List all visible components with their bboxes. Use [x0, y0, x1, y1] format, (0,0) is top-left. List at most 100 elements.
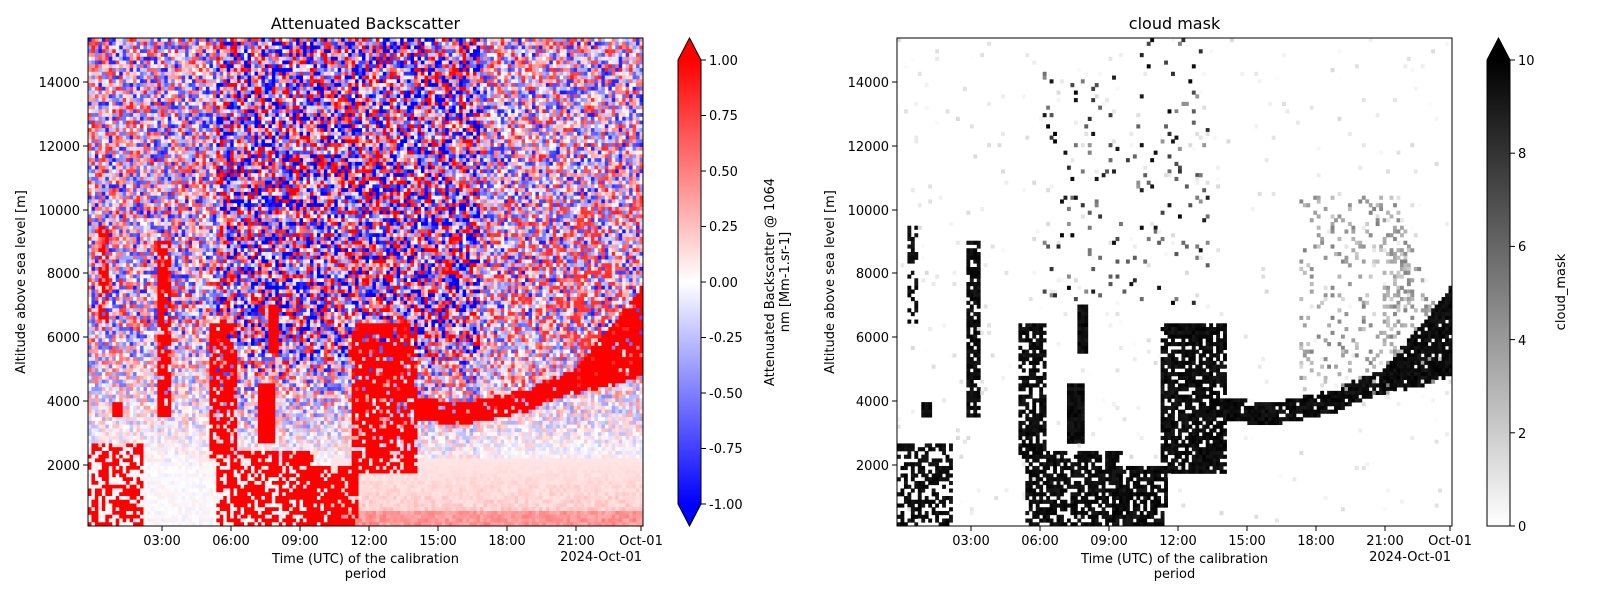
heatmap-cell	[153, 214, 158, 219]
heatmap-cell	[174, 139, 179, 144]
heatmap-cell	[205, 139, 210, 144]
heatmap-cell	[185, 71, 189, 76]
heatmap-cell	[146, 240, 151, 245]
heatmap-cell	[160, 105, 165, 110]
heatmap-cell	[188, 146, 193, 152]
heatmap-cell	[136, 304, 141, 309]
heatmap-cell	[143, 312, 148, 317]
heatmap-cell	[171, 390, 176, 396]
heatmap-cell	[178, 417, 183, 422]
heatmap-cell	[133, 405, 137, 411]
heatmap-cell	[108, 387, 113, 392]
heatmap-cell	[205, 86, 210, 91]
heatmap-cell	[119, 191, 124, 197]
heatmap-cell	[202, 308, 207, 313]
heatmap-cell	[108, 285, 113, 290]
heatmap-cell	[143, 480, 148, 486]
chart-title: Attenuated Backscatter	[271, 14, 461, 33]
heatmap-cell	[160, 274, 165, 279]
heatmap-cell	[164, 289, 169, 294]
heatmap-cell	[94, 450, 99, 456]
heatmap-cell	[140, 499, 144, 504]
heatmap-cell	[115, 424, 120, 429]
heatmap-cell	[126, 86, 131, 91]
heatmap-cell	[105, 368, 110, 373]
heatmap-cell	[146, 180, 151, 185]
heatmap-cell	[136, 79, 141, 84]
heatmap-cell	[195, 244, 200, 249]
heatmap-cell	[178, 251, 183, 257]
heatmap-cell	[112, 210, 117, 215]
heatmap-cell	[185, 191, 189, 197]
heatmap-cell	[143, 90, 148, 95]
heatmap-cell	[143, 368, 148, 373]
heatmap-cell	[212, 480, 217, 486]
heatmap-cell	[171, 68, 176, 73]
heatmap-cell	[129, 477, 134, 482]
heatmap-cell	[164, 368, 169, 373]
heatmap-cell	[188, 413, 193, 418]
heatmap-cell	[119, 282, 124, 287]
heatmap-cell	[171, 357, 176, 362]
heatmap-cell	[115, 128, 120, 133]
heatmap-cell	[101, 402, 106, 407]
heatmap-cell	[199, 450, 203, 456]
heatmap-cell	[91, 514, 96, 519]
heatmap-cell	[108, 390, 113, 396]
heatmap-cell	[212, 244, 217, 249]
heatmap-cell	[209, 368, 214, 373]
heatmap-cell	[91, 375, 96, 380]
heatmap-cell	[136, 191, 141, 197]
heatmap-cell	[174, 266, 179, 272]
heatmap-cell	[94, 409, 99, 414]
heatmap-cell	[178, 405, 183, 411]
heatmap-cell	[216, 244, 221, 249]
heatmap-cell	[199, 518, 203, 523]
heatmap-cell	[91, 420, 96, 426]
heatmap-cell	[146, 161, 151, 167]
heatmap-cell	[185, 379, 189, 384]
heatmap-cell	[192, 131, 196, 136]
heatmap-cell	[219, 68, 224, 73]
heatmap-cell	[136, 379, 141, 384]
heatmap-cell	[94, 120, 99, 125]
heatmap-cell	[174, 94, 179, 99]
heatmap-cell	[94, 139, 99, 144]
heatmap-cell	[108, 342, 113, 347]
heatmap-cell	[133, 195, 137, 200]
heatmap-cell	[91, 387, 96, 392]
heatmap-cell	[178, 75, 183, 80]
heatmap-cell	[205, 236, 210, 242]
heatmap-cell	[94, 244, 99, 249]
heatmap-cell	[192, 56, 196, 61]
heatmap-cell	[195, 191, 200, 197]
heatmap-cell	[212, 176, 217, 182]
heatmap-cell	[153, 199, 158, 204]
heatmap-cell	[136, 94, 141, 99]
heatmap-cell	[122, 507, 127, 512]
heatmap-cell	[112, 206, 117, 212]
heatmap-cell	[174, 251, 179, 257]
heatmap-cell	[188, 94, 193, 99]
heatmap-cell	[105, 203, 110, 208]
heatmap-cell	[199, 270, 203, 275]
heatmap-cell	[133, 188, 137, 193]
heatmap-cell	[119, 364, 124, 369]
heatmap-cell	[219, 105, 224, 110]
heatmap-cell	[143, 109, 148, 114]
heatmap-cell	[216, 278, 221, 283]
heatmap-cell	[105, 334, 110, 339]
heatmap-cell	[192, 330, 196, 335]
heatmap-cell	[202, 439, 207, 444]
heatmap-cell	[167, 458, 172, 463]
heatmap-cell	[216, 405, 221, 411]
heatmap-cell	[112, 285, 117, 290]
heatmap-cell	[157, 282, 162, 287]
heatmap-cell	[94, 345, 99, 350]
heatmap-cell	[178, 334, 183, 339]
heatmap-cell	[216, 462, 221, 467]
heatmap-cell	[98, 150, 103, 155]
heatmap-cell	[143, 285, 148, 290]
heatmap-cell	[146, 428, 151, 433]
heatmap-cell	[136, 503, 141, 508]
